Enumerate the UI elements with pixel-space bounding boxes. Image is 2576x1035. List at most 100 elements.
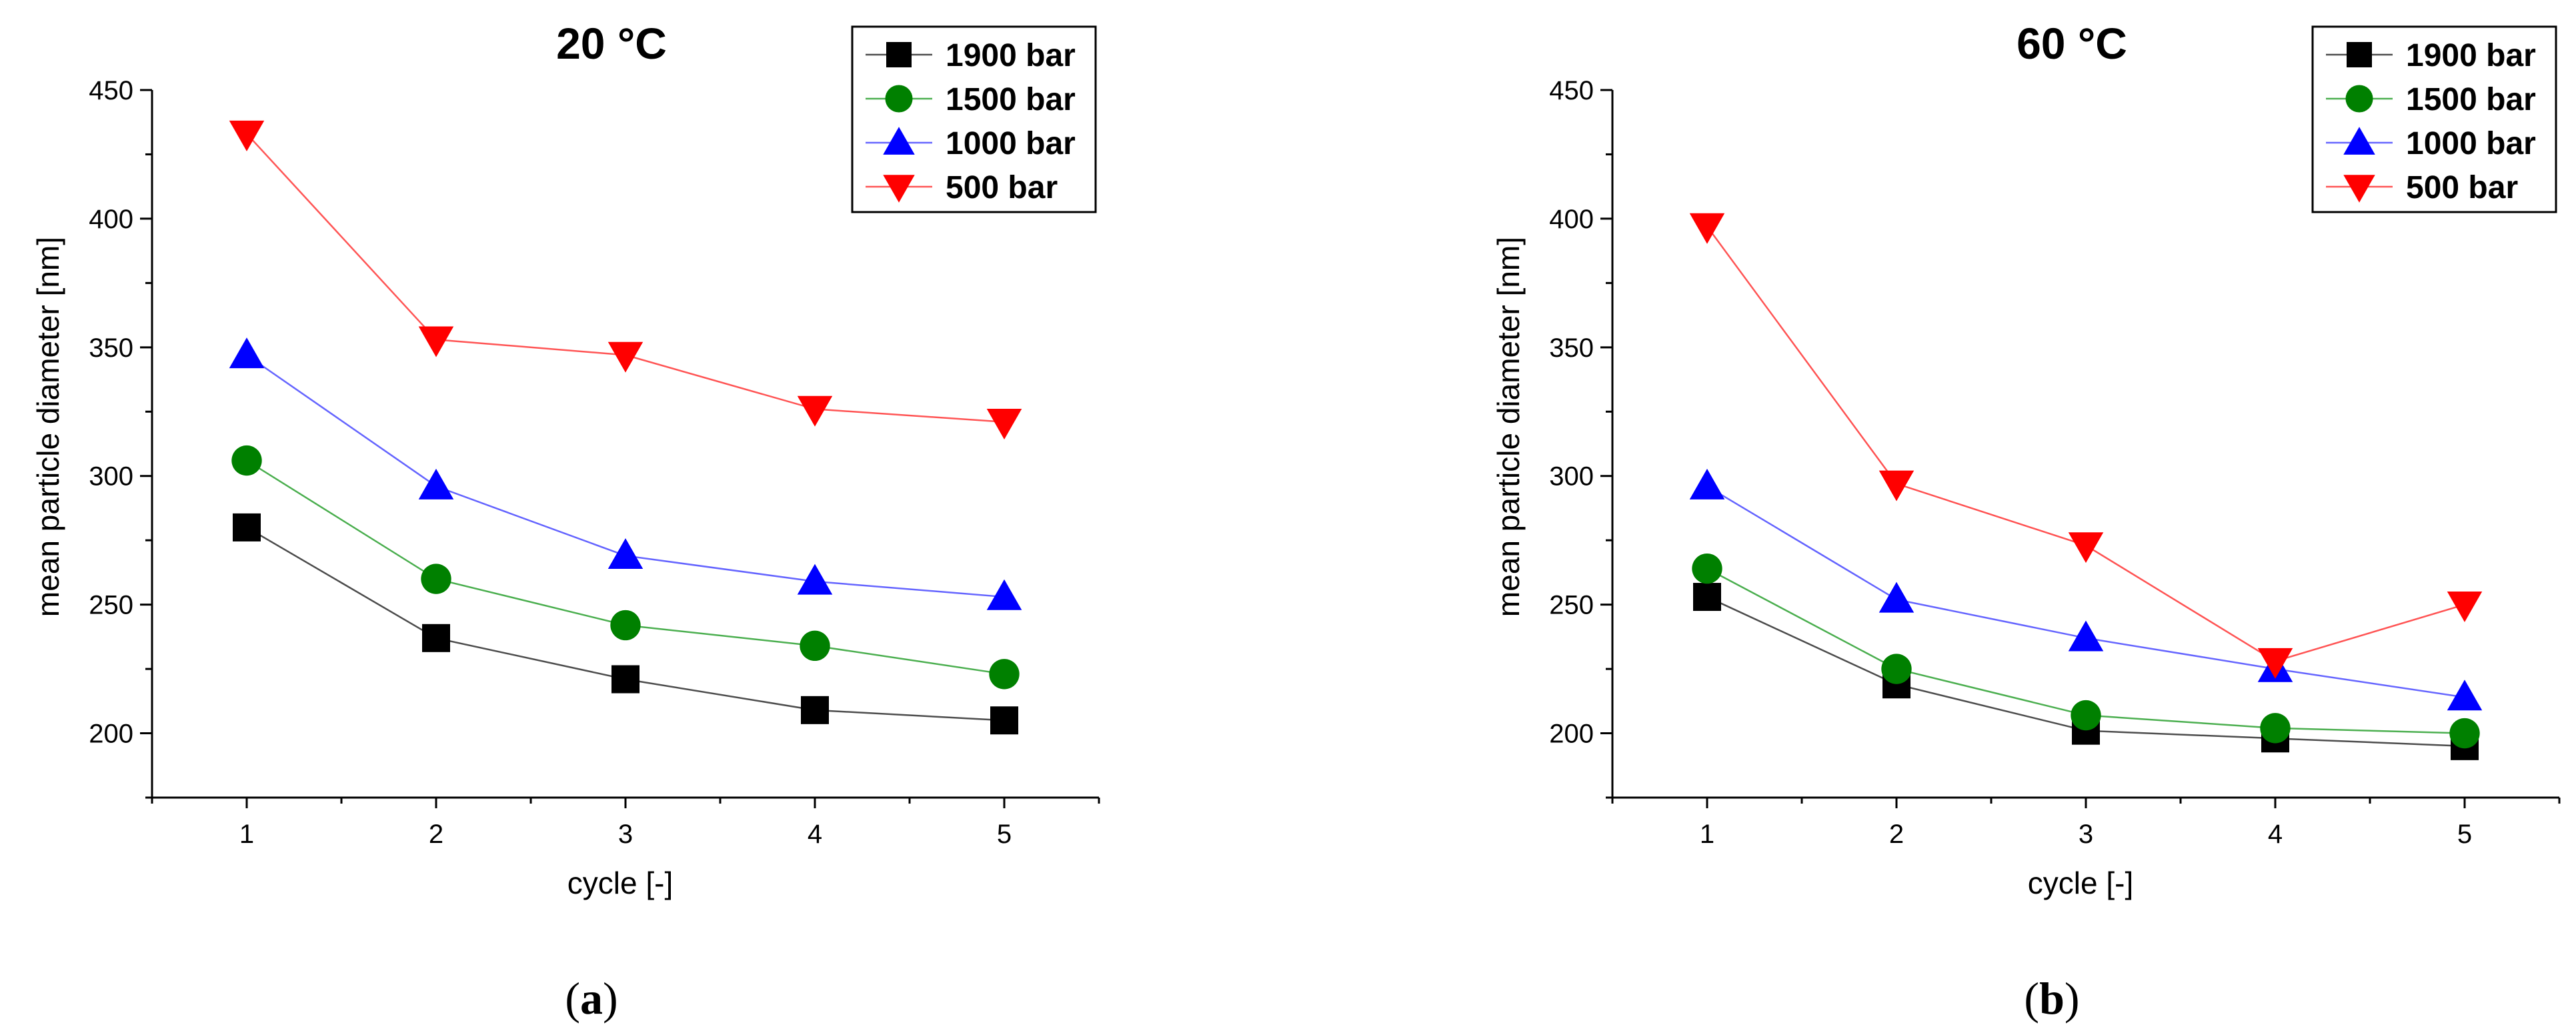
x-tick-label: 2 bbox=[1889, 820, 1904, 849]
series-markers-1900-bar bbox=[233, 513, 1018, 735]
marker-circle bbox=[1881, 654, 1912, 684]
panel-label-open: ( bbox=[2024, 973, 2039, 1024]
legend-label: 1500 bar bbox=[2406, 82, 2536, 117]
marker-circle bbox=[421, 564, 451, 594]
x-tick-label: 3 bbox=[618, 820, 633, 849]
panel-label-letter: a bbox=[580, 973, 603, 1024]
y-axis-label: mean particle diameter [nm] bbox=[31, 237, 65, 617]
panel-label-close: ) bbox=[603, 973, 618, 1024]
marker-square bbox=[990, 706, 1018, 735]
y-tick-label: 400 bbox=[1549, 205, 1594, 234]
series-markers-500-bar bbox=[1689, 213, 2483, 679]
marker-triangle-up bbox=[797, 564, 833, 595]
legend-marker bbox=[2343, 175, 2375, 203]
legend-label: 1500 bar bbox=[946, 82, 1076, 117]
marker-triangle-up bbox=[418, 468, 454, 499]
marker-circle bbox=[2449, 718, 2480, 749]
y-tick-label: 200 bbox=[89, 720, 133, 749]
series-markers-500-bar bbox=[229, 120, 1022, 439]
marker-triangle-down bbox=[797, 395, 833, 427]
y-axis-label: mean particle diameter [nm] bbox=[1491, 237, 1526, 617]
marker-triangle-down bbox=[1689, 213, 1725, 244]
legend-marker bbox=[2345, 85, 2373, 113]
legend-marker bbox=[2343, 127, 2375, 155]
legend-label: 1900 bar bbox=[2406, 38, 2536, 73]
y-tick-label: 450 bbox=[1549, 76, 1594, 105]
legend-label: 1000 bar bbox=[2406, 126, 2536, 161]
y-tick-label: 250 bbox=[1549, 591, 1594, 620]
marker-triangle-up bbox=[2068, 620, 2104, 652]
y-tick-label: 300 bbox=[89, 462, 133, 491]
legend-label: 1900 bar bbox=[946, 38, 1076, 73]
legend-label: 500 bar bbox=[2406, 170, 2518, 205]
chart-title: 60 °C bbox=[2017, 19, 2127, 68]
x-tick-label: 2 bbox=[429, 820, 443, 849]
marker-triangle-up bbox=[229, 337, 265, 369]
marker-circle bbox=[610, 610, 641, 641]
marker-triangle-down bbox=[2447, 591, 2483, 622]
marker-triangle-up bbox=[2447, 680, 2483, 711]
marker-triangle-down bbox=[418, 326, 454, 357]
marker-triangle-down bbox=[1878, 470, 1914, 501]
x-tick-label: 3 bbox=[2079, 820, 2093, 849]
marker-triangle-down bbox=[229, 120, 265, 151]
marker-circle bbox=[800, 630, 830, 662]
y-tick-label: 450 bbox=[89, 76, 133, 105]
legend-marker bbox=[883, 127, 915, 155]
x-tick-label: 1 bbox=[239, 820, 254, 849]
x-axis-label: cycle [-] bbox=[2028, 866, 2133, 900]
panel-label-close: ) bbox=[2065, 973, 2080, 1024]
marker-triangle-up bbox=[1689, 468, 1725, 499]
legend-marker bbox=[886, 42, 912, 67]
marker-circle bbox=[231, 445, 262, 476]
x-tick-label: 4 bbox=[2268, 820, 2283, 849]
series-markers-1000-bar bbox=[1689, 468, 2483, 711]
marker-square bbox=[611, 665, 639, 694]
legend-marker bbox=[2347, 42, 2372, 67]
series-line-500-bar bbox=[1706, 225, 2465, 662]
y-tick-label: 350 bbox=[1549, 333, 1594, 363]
panel-label: (a) bbox=[565, 973, 617, 1024]
marker-circle bbox=[2260, 713, 2291, 744]
marker-triangle-up bbox=[607, 538, 643, 570]
series-markers-1500-bar bbox=[1692, 553, 2480, 749]
x-tick-label: 1 bbox=[1700, 820, 1714, 849]
marker-square bbox=[422, 624, 450, 652]
series-markers-1900-bar bbox=[1693, 583, 2479, 760]
marker-triangle-up bbox=[986, 579, 1022, 610]
marker-triangle-down bbox=[2068, 532, 2104, 564]
series-markers-1500-bar bbox=[231, 445, 1020, 690]
marker-circle bbox=[2071, 700, 2101, 731]
series-line-1000-bar bbox=[1706, 485, 2465, 698]
y-tick-label: 300 bbox=[1549, 462, 1594, 491]
y-tick-label: 250 bbox=[89, 591, 133, 620]
legend-marker bbox=[883, 175, 915, 203]
marker-square bbox=[1693, 583, 1721, 612]
panel-label-letter: b bbox=[2039, 973, 2065, 1024]
y-tick-label: 400 bbox=[89, 205, 133, 234]
y-tick-label: 350 bbox=[89, 333, 133, 363]
y-tick-label: 200 bbox=[1549, 720, 1594, 749]
legend-label: 1000 bar bbox=[946, 126, 1076, 161]
x-tick-label: 4 bbox=[808, 820, 822, 849]
panel-label: (b) bbox=[2024, 973, 2079, 1024]
marker-triangle-down bbox=[986, 409, 1022, 439]
x-tick-label: 5 bbox=[997, 820, 1012, 849]
x-tick-label: 5 bbox=[2457, 820, 2472, 849]
marker-square bbox=[801, 696, 829, 724]
chart-title: 20 °C bbox=[556, 19, 667, 68]
marker-triangle-down bbox=[2257, 648, 2293, 679]
marker-circle bbox=[989, 659, 1020, 690]
marker-triangle-up bbox=[1878, 582, 1914, 613]
chart-panel-b: 60 °C cycle [-] mean particle diameter [… bbox=[1491, 19, 2561, 1024]
chart-panel-a: 20 °C cycle [-] mean particle diameter [… bbox=[31, 19, 1100, 1024]
legend-marker bbox=[885, 85, 913, 113]
marker-triangle-down bbox=[607, 341, 643, 373]
x-axis-label: cycle [-] bbox=[567, 866, 673, 900]
marker-circle bbox=[1692, 553, 1722, 584]
legend-label: 500 bar bbox=[946, 170, 1058, 205]
marker-square bbox=[233, 513, 261, 542]
series-markers-1000-bar bbox=[229, 337, 1022, 610]
panel-label-open: ( bbox=[565, 973, 580, 1024]
